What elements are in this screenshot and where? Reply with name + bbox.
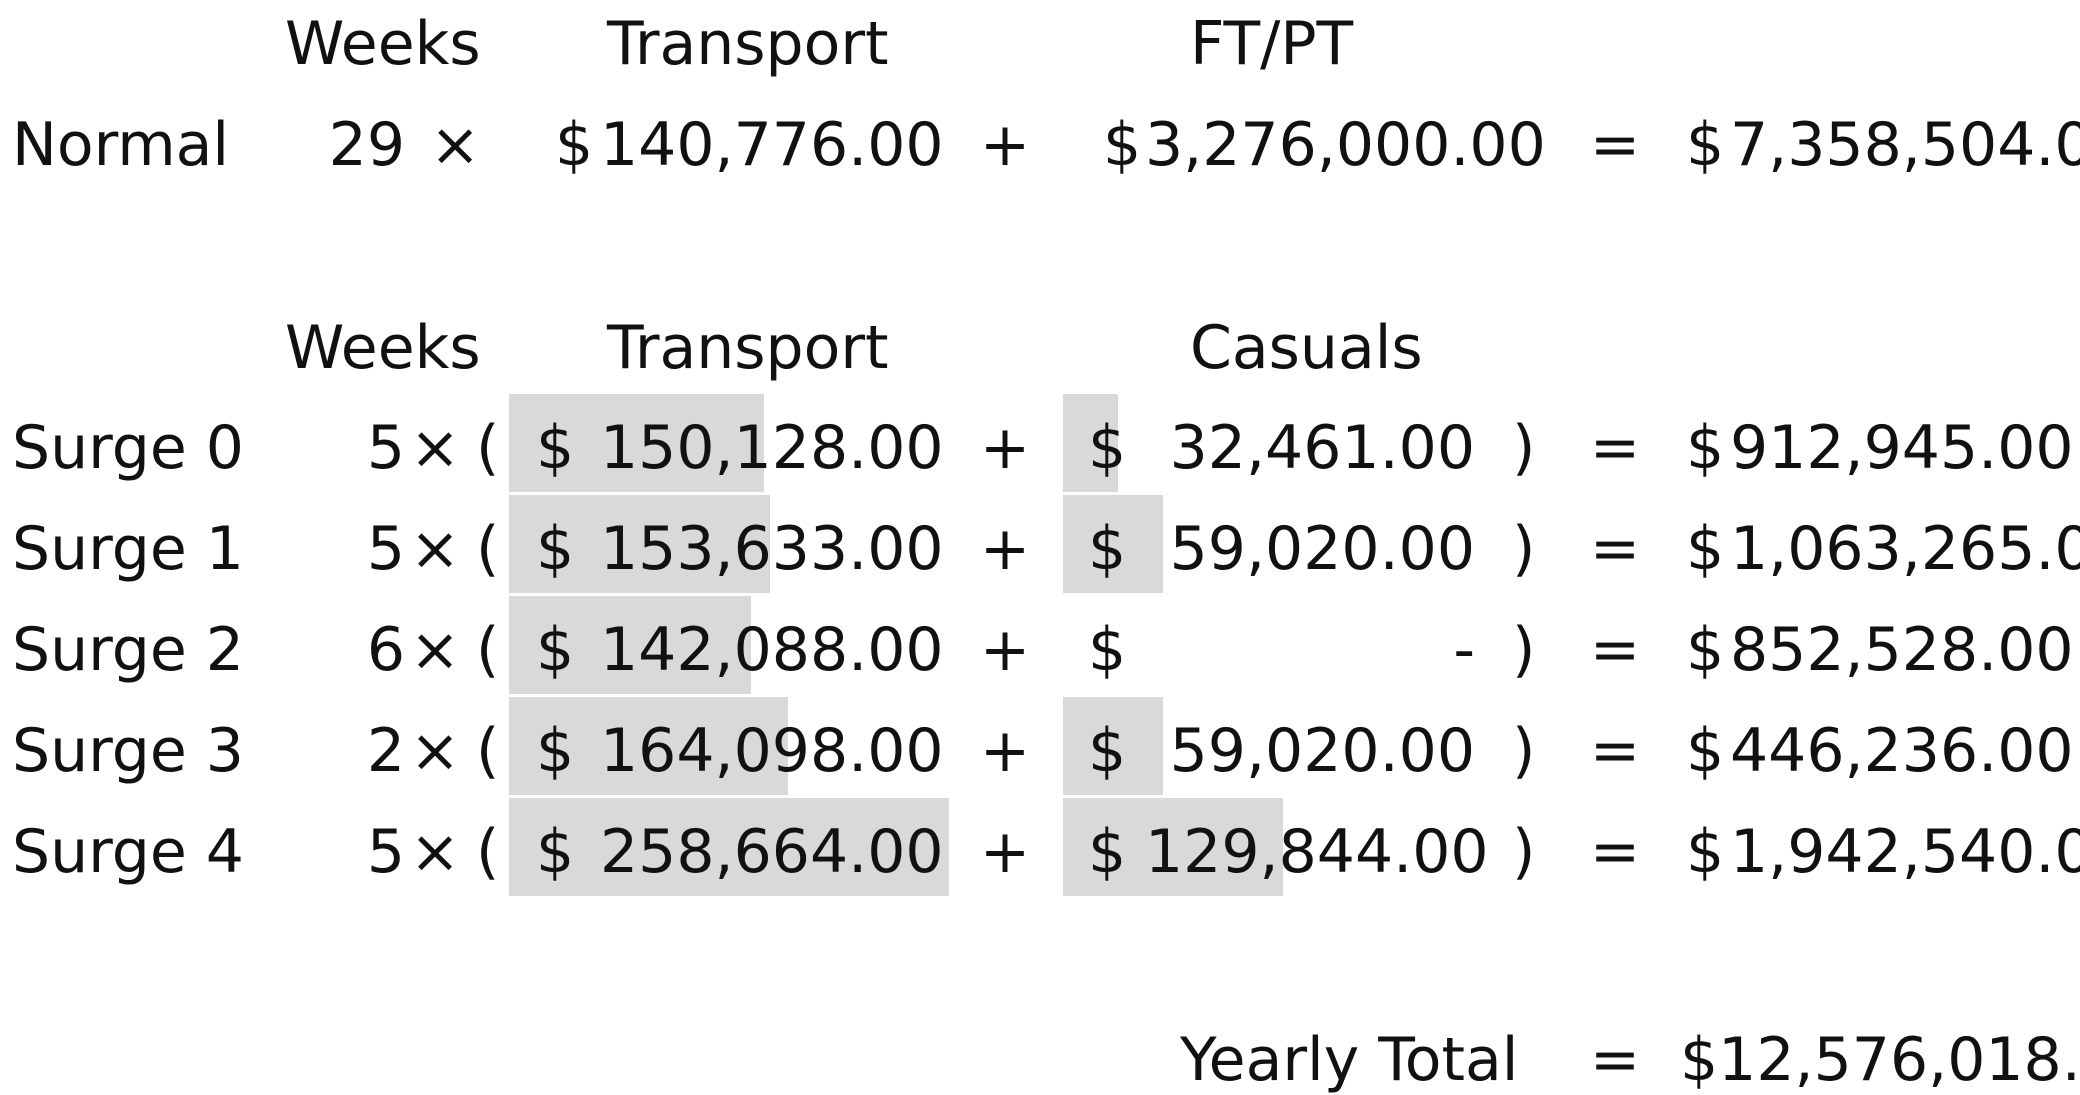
transport-bar [509, 798, 949, 896]
equals-operator: = [1589, 817, 1641, 887]
transport-currency: $ [536, 413, 575, 483]
casuals-value: - [1453, 615, 1475, 685]
transport-bar [509, 596, 751, 694]
weeks-value: 29 [328, 110, 405, 180]
transport-currency: $ [536, 615, 575, 685]
staff-currency: $ [1103, 110, 1142, 180]
close-paren: ) [1512, 615, 1536, 685]
weeks-value: 5 [366, 514, 405, 584]
yearly-equals-operator: = [1589, 1025, 1641, 1095]
casuals-currency: $ [1088, 615, 1127, 685]
transport-bar [509, 697, 788, 795]
row-label: Surge 3 [12, 716, 244, 786]
times-operator: × [409, 514, 461, 584]
transport-value: 150,128.00 [600, 413, 944, 483]
close-paren: ) [1512, 514, 1536, 584]
surge-header-transport: Transport [607, 313, 889, 383]
total-currency: $ [1686, 110, 1725, 180]
casuals-bar [1063, 798, 1283, 896]
surge-header-weeks: Weeks [285, 313, 481, 383]
plus-operator: + [979, 110, 1031, 180]
yearly-total-value: $12,576,018.00 [1680, 1025, 2080, 1095]
transport-currency: $ [536, 514, 575, 584]
transport-value: 140,776.00 [600, 110, 944, 180]
open-paren: ( [476, 615, 500, 685]
open-paren: ( [476, 716, 500, 786]
total-currency: $ [1686, 514, 1725, 584]
transport-bar [509, 394, 764, 492]
total-value: 446,236.00 [1730, 716, 2074, 786]
casuals-value: 59,020.00 [1169, 514, 1475, 584]
yearly-total-label: Yearly Total [1180, 1025, 1519, 1095]
normal-header-ftpt: FT/PT [1190, 9, 1354, 79]
row-label: Normal [12, 110, 230, 180]
transport-currency: $ [536, 817, 575, 887]
equals-operator: = [1589, 615, 1641, 685]
row-label: Surge 1 [12, 514, 244, 584]
open-paren: ( [476, 514, 500, 584]
transport-value: 164,098.00 [600, 716, 944, 786]
row-label: Surge 4 [12, 817, 244, 887]
transport-currency: $ [536, 716, 575, 786]
casuals-currency: $ [1088, 817, 1127, 887]
close-paren: ) [1512, 716, 1536, 786]
row-label: Surge 2 [12, 615, 244, 685]
open-paren: ( [476, 413, 500, 483]
plus-operator: + [979, 514, 1031, 584]
transport-bar [509, 495, 770, 593]
casuals-value: 59,020.00 [1169, 716, 1475, 786]
plus-operator: + [979, 413, 1031, 483]
casuals-value: 129,844.00 [1145, 817, 1489, 887]
staff-value: 3,276,000.00 [1145, 110, 1546, 180]
total-value: 1,942,540.00 [1730, 817, 2080, 887]
equals-operator: = [1589, 413, 1641, 483]
times-operator: × [409, 615, 461, 685]
equals-operator: = [1589, 110, 1641, 180]
casuals-bar [1063, 495, 1163, 593]
casuals-value: 32,461.00 [1169, 413, 1475, 483]
normal-header-transport: Transport [607, 9, 889, 79]
casuals-currency: $ [1088, 716, 1127, 786]
casuals-currency: $ [1088, 413, 1127, 483]
weeks-value: 5 [366, 817, 405, 887]
times-operator: × [409, 716, 461, 786]
transport-value: 153,633.00 [600, 514, 944, 584]
times-operator: × [409, 817, 461, 887]
equals-operator: = [1589, 514, 1641, 584]
surge-header-casuals: Casuals [1190, 313, 1423, 383]
plus-operator: + [979, 716, 1031, 786]
transport-value: 258,664.00 [600, 817, 944, 887]
normal-header-weeks: Weeks [285, 9, 481, 79]
times-operator: × [430, 110, 481, 180]
casuals-bar [1063, 697, 1163, 795]
total-currency: $ [1686, 716, 1725, 786]
weeks-value: 2 [366, 716, 405, 786]
plus-operator: + [979, 615, 1031, 685]
total-currency: $ [1686, 413, 1725, 483]
row-label: Surge 0 [12, 413, 244, 483]
total-value: 7,358,504.00 [1730, 110, 2080, 180]
total-currency: $ [1686, 817, 1725, 887]
times-operator: × [409, 413, 461, 483]
equals-operator: = [1589, 716, 1641, 786]
close-paren: ) [1512, 817, 1536, 887]
total-currency: $ [1686, 615, 1725, 685]
total-value: 852,528.00 [1730, 615, 2074, 685]
transport-currency: $ [555, 110, 594, 180]
total-value: 1,063,265.00 [1730, 514, 2080, 584]
close-paren: ) [1512, 413, 1536, 483]
total-value: 912,945.00 [1730, 413, 2074, 483]
weeks-value: 5 [366, 413, 405, 483]
weeks-value: 6 [366, 615, 405, 685]
casuals-bar [1063, 394, 1118, 492]
casuals-currency: $ [1088, 514, 1127, 584]
open-paren: ( [476, 817, 500, 887]
transport-value: 142,088.00 [600, 615, 944, 685]
plus-operator: + [979, 817, 1031, 887]
